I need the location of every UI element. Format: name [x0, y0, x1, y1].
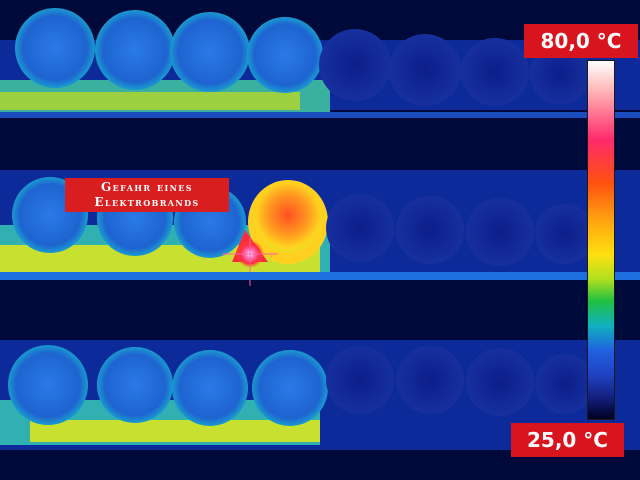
temperature-palette-bar	[587, 60, 615, 420]
fire-warning-annotation: Gefahr eines Elektrobrands	[65, 178, 229, 212]
warning-line-1: Gefahr eines	[101, 180, 193, 194]
warning-line-2: Elektrobrands	[94, 195, 200, 209]
scale-max-label: 80,0 °C	[524, 24, 638, 58]
scale-min-label: 25,0 °C	[511, 423, 624, 457]
